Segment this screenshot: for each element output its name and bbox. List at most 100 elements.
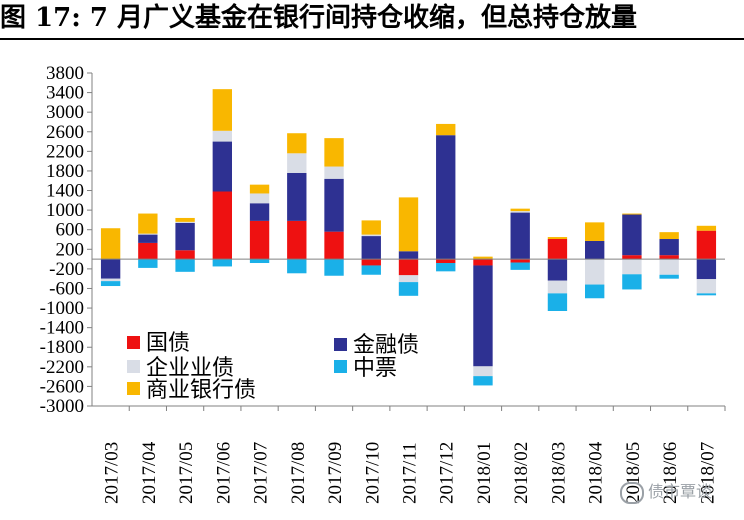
legend-label-qiye: 企业业债 <box>146 355 234 380</box>
bar-segment <box>473 256 493 260</box>
x-tick-label: 2017/12 <box>437 442 458 504</box>
x-tick-label: 2017/07 <box>251 442 272 504</box>
x-tick-label: 2018/04 <box>586 441 607 504</box>
legend-swatch-zhongpiao <box>334 360 347 373</box>
bar-segment <box>175 217 195 222</box>
x-tick-label: 2017/09 <box>325 442 346 504</box>
x-tick-label: 2018/07 <box>697 442 718 504</box>
bar-segment <box>175 250 195 260</box>
y-tick-label: 200 <box>56 239 85 260</box>
bar-segment <box>547 280 568 294</box>
legend-label-zhongpiao: 中票 <box>353 355 397 380</box>
bar-segment <box>138 259 158 268</box>
bar-segment <box>212 89 232 131</box>
y-tick-label: 3000 <box>46 102 84 123</box>
bar-segment <box>138 233 158 235</box>
bar-segment <box>212 130 232 142</box>
y-tick-label: 1000 <box>46 200 84 221</box>
bar-segment <box>622 259 642 275</box>
bar-segment <box>510 262 530 270</box>
legend-label-shangye: 商业银行债 <box>146 377 256 402</box>
legend-label-jinrong: 金融债 <box>353 332 419 357</box>
bar-segment <box>324 231 344 260</box>
bar-segment <box>473 259 493 266</box>
bar-segment <box>100 281 121 287</box>
x-tick-label: 2017/06 <box>213 442 234 504</box>
bar-segment <box>585 259 605 285</box>
bar-segment <box>138 242 158 260</box>
bar-segment <box>398 275 419 283</box>
wechat-icon <box>620 481 644 504</box>
bars-layer <box>100 89 717 386</box>
figure-title: 图 17: 7 月广义基金在银行间持仓收缩，但总持仓放量 <box>0 3 638 33</box>
bar-segment <box>436 263 456 272</box>
y-tick-label: 2200 <box>46 141 84 162</box>
bar-segment <box>175 222 195 251</box>
bar-segment <box>212 259 232 267</box>
bar-segment <box>622 214 642 256</box>
bar-segment <box>696 259 717 280</box>
y-tick-label: 3400 <box>46 83 84 104</box>
bar-segment <box>436 123 456 136</box>
bar-segment <box>398 282 419 296</box>
bar-segment <box>398 251 419 260</box>
bar-segment <box>212 191 232 260</box>
bar-segment <box>361 259 381 266</box>
y-tick-label: 1800 <box>46 161 84 182</box>
bar-segment <box>175 221 195 223</box>
watermark: 债市覃谈 <box>620 478 740 504</box>
y-tick-label: -600 <box>49 278 84 299</box>
axes-layer: 2017/03 2017/04 2017/05 2017/06 2017/07 2017/… <box>40 63 726 504</box>
bar-segment <box>436 135 456 260</box>
bar-segment <box>622 274 642 290</box>
bar-segment <box>138 213 158 234</box>
x-tick-label: 2018/01 <box>474 442 495 504</box>
bar-segment <box>696 230 717 260</box>
y-tick-label: 600 <box>56 220 85 241</box>
bar-segment <box>473 265 493 367</box>
x-tick-label: 2017/10 <box>362 442 383 504</box>
bar-segment <box>659 239 679 256</box>
bar-segment <box>324 178 344 232</box>
x-tick-label: 2017/03 <box>102 442 123 504</box>
bar-segment <box>547 237 568 240</box>
bar-segment <box>696 279 717 294</box>
y-tick-label: -1800 <box>40 337 84 358</box>
bar-segment <box>622 255 642 260</box>
y-tick-label: 3800 <box>46 63 84 84</box>
bar-segment <box>398 259 419 276</box>
bar-segment <box>324 138 344 167</box>
bar-segment <box>324 166 344 179</box>
legend-swatch-qiye <box>127 360 140 373</box>
bar-segment <box>175 259 195 272</box>
legend-swatch-shangye <box>127 382 140 395</box>
y-tick-label: -1400 <box>40 318 84 339</box>
bar-segment <box>287 259 307 274</box>
bar-segment <box>585 240 605 260</box>
bar-segment <box>547 293 568 311</box>
bar-segment <box>510 208 530 212</box>
bar-segment <box>287 153 307 173</box>
bar-segment <box>510 211 530 213</box>
bar-segment <box>361 236 381 260</box>
bar-segment <box>510 259 530 263</box>
bar-segment <box>287 172 307 221</box>
bar-segment <box>324 259 344 276</box>
y-tick-label: 2600 <box>46 122 84 143</box>
x-tick-label: 2017/11 <box>400 442 421 504</box>
bar-segment <box>622 213 642 215</box>
x-tick-label: 2017/05 <box>176 442 197 504</box>
bar-segment <box>249 184 270 194</box>
x-tick-label: 2017/04 <box>139 441 160 504</box>
bar-segment <box>436 259 456 264</box>
bar-segment <box>659 232 679 240</box>
legend: 国债 企业业债 商业银行债 金融债 中票 <box>127 330 419 402</box>
bar-segment <box>547 259 568 281</box>
bar-segment <box>361 234 381 237</box>
legend-swatch-guozhai <box>127 336 140 349</box>
bar-segment <box>287 133 307 154</box>
y-tick-label: 1400 <box>46 181 84 202</box>
x-tick-label: 2018/03 <box>548 442 569 504</box>
bar-segment <box>659 274 679 279</box>
y-tick-label: -200 <box>49 259 84 280</box>
